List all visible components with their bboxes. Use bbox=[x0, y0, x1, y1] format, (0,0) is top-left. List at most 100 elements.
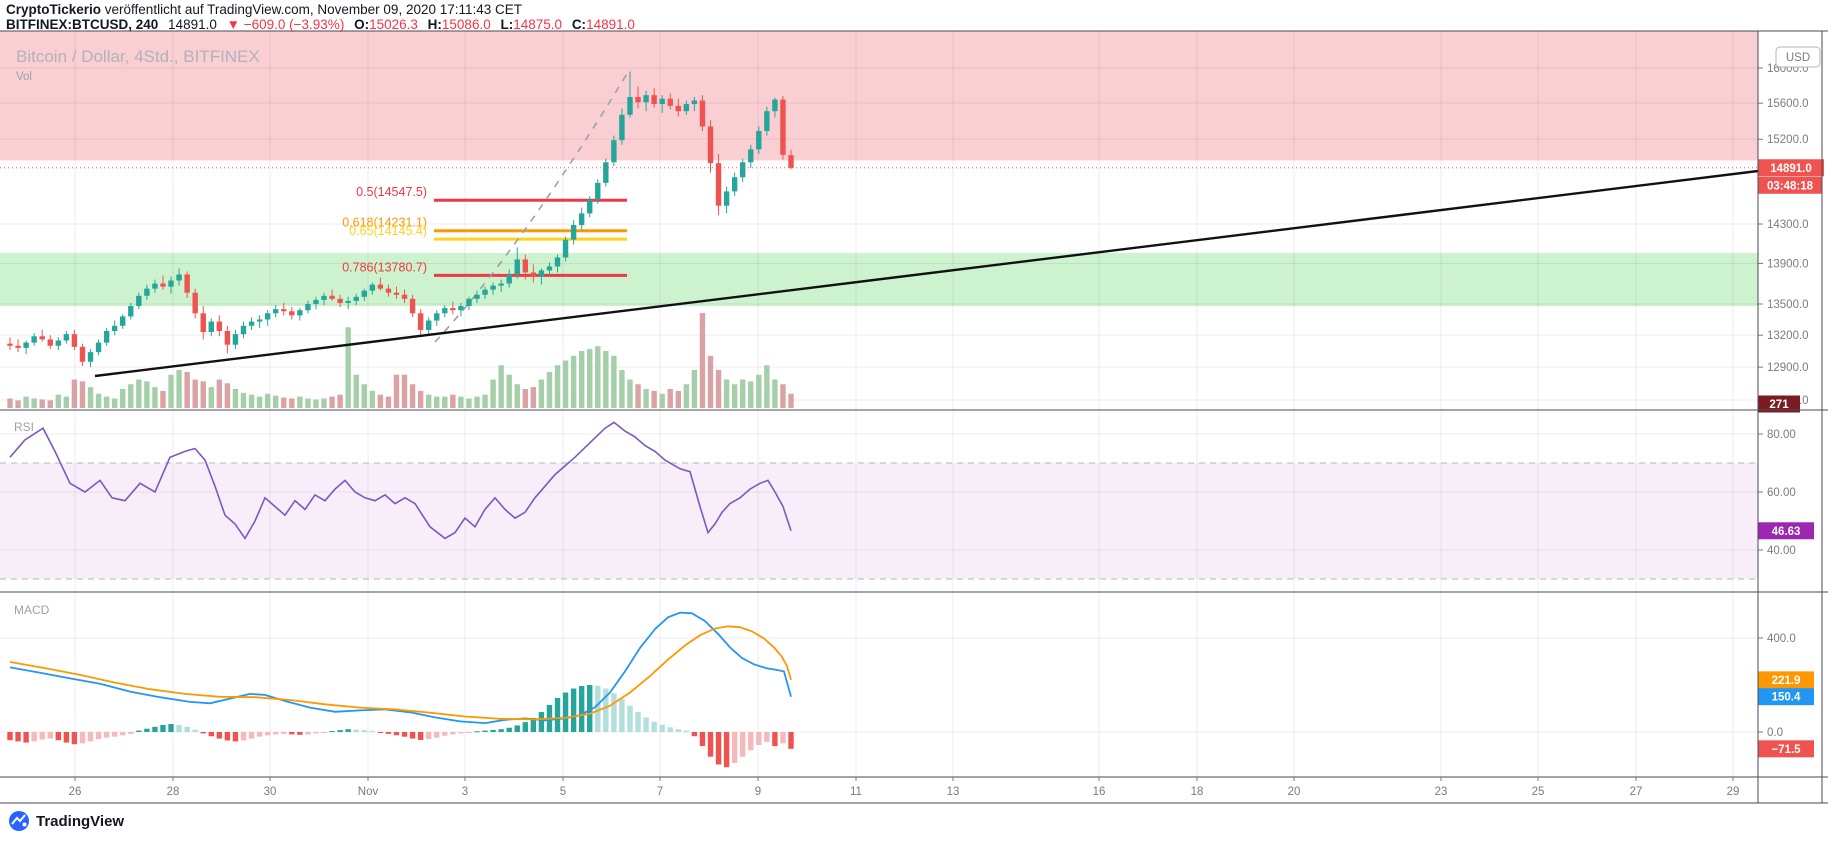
time-tick-label[interactable]: 26 bbox=[69, 786, 82, 798]
macd-histogram-bar bbox=[63, 732, 70, 743]
open-value: 15026.3 bbox=[369, 17, 418, 32]
time-tick-label[interactable]: 20 bbox=[1288, 786, 1301, 798]
macd-histogram-bar bbox=[490, 729, 496, 732]
time-tick-label[interactable]: 11 bbox=[850, 786, 862, 798]
time-tick-label[interactable]: 27 bbox=[1630, 786, 1643, 798]
candle-body bbox=[748, 149, 754, 163]
macd-histogram-bar bbox=[659, 724, 665, 732]
candle-body bbox=[184, 274, 190, 293]
candle-body bbox=[474, 294, 480, 299]
time-tick-label[interactable]: 9 bbox=[755, 786, 761, 798]
macd-histogram-bar bbox=[699, 732, 706, 747]
volume-bar bbox=[659, 393, 665, 408]
volume-bar bbox=[160, 390, 166, 408]
volume-bar bbox=[321, 398, 327, 408]
macd-histogram-bar bbox=[55, 732, 62, 741]
svg-text:271: 271 bbox=[1769, 399, 1789, 411]
candle-body bbox=[79, 346, 86, 362]
candle-body bbox=[281, 309, 287, 312]
macd-histogram-bar bbox=[627, 705, 633, 732]
publish-info: veröffentlicht auf TradingView.com, Nove… bbox=[101, 2, 523, 17]
time-tick-label[interactable]: 28 bbox=[167, 786, 180, 798]
macd-histogram-bar bbox=[305, 732, 311, 735]
candle-body bbox=[176, 274, 182, 281]
author-name: CryptoTickerio bbox=[6, 2, 102, 17]
volume-bar bbox=[281, 397, 287, 408]
volume-bar bbox=[95, 393, 102, 408]
macd-histogram-bar bbox=[393, 732, 400, 736]
macd-histogram-bar bbox=[47, 732, 53, 739]
macd-histogram-bar bbox=[200, 732, 206, 734]
symbol-interval: BITFINEX:BTCUSD, 240 bbox=[6, 17, 159, 32]
candle-body bbox=[546, 266, 553, 271]
candle-body bbox=[103, 331, 110, 343]
fib-label: 0.786(13780.7) bbox=[342, 260, 427, 274]
macd-histogram-bar bbox=[240, 732, 247, 741]
currency-badge[interactable] bbox=[1775, 46, 1821, 68]
macd-histogram-bar bbox=[425, 732, 432, 740]
candle-body bbox=[498, 283, 504, 286]
dashed-trend-guide[interactable] bbox=[434, 71, 629, 343]
macd-histogram-bar bbox=[192, 729, 198, 732]
time-tick-label[interactable]: 30 bbox=[264, 786, 277, 798]
candle-body bbox=[224, 331, 231, 345]
time-tick-label[interactable]: 5 bbox=[560, 786, 566, 798]
volume-bar bbox=[7, 398, 13, 408]
macd-histogram-bar bbox=[434, 732, 440, 738]
candle-body bbox=[434, 313, 440, 321]
candle-body bbox=[506, 274, 512, 284]
candle-body bbox=[160, 283, 166, 287]
currency-label: USD bbox=[1786, 52, 1810, 64]
time-tick-label[interactable]: 18 bbox=[1191, 786, 1204, 798]
time-tick-label[interactable]: 3 bbox=[462, 786, 468, 798]
time-tick-label[interactable]: Nov bbox=[358, 786, 379, 798]
volume-value-label bbox=[1758, 395, 1800, 413]
time-tick-label[interactable]: 29 bbox=[1727, 786, 1740, 798]
candle-body bbox=[353, 296, 359, 301]
time-tick-label[interactable]: 13 bbox=[947, 786, 960, 798]
candle-body bbox=[337, 298, 343, 303]
macd-histogram-bar bbox=[377, 732, 384, 733]
candle-body bbox=[87, 352, 94, 362]
macd-plot bbox=[7, 611, 794, 768]
macd-histogram-bar bbox=[595, 685, 601, 732]
macd-line bbox=[9, 611, 792, 725]
macd-histogram-bar bbox=[667, 727, 673, 732]
candle-body bbox=[345, 300, 351, 303]
volume-bar bbox=[667, 389, 673, 408]
volume-bar bbox=[635, 384, 641, 408]
macd-histogram-bar bbox=[369, 731, 376, 733]
macd-histogram-bar bbox=[603, 688, 609, 732]
candle-body bbox=[144, 288, 150, 296]
candle-body bbox=[192, 292, 198, 314]
macd-histogram-bar bbox=[619, 699, 625, 732]
scale-tick-label: 80.00 bbox=[1767, 429, 1796, 441]
volume-bar bbox=[723, 379, 730, 408]
candle-body bbox=[490, 285, 496, 290]
time-tick-label[interactable]: 16 bbox=[1093, 786, 1106, 798]
macd-histogram-bar bbox=[321, 732, 327, 733]
volume-bar bbox=[425, 394, 432, 408]
time-tick-label[interactable]: 25 bbox=[1532, 786, 1545, 798]
candle-body bbox=[530, 272, 537, 277]
macd-histogram-bar bbox=[128, 732, 134, 734]
pane-labels: Bitcoin / Dollar, 4Std., BITFINEX Vol RSI M… bbox=[14, 47, 260, 617]
macd-histogram-bar bbox=[635, 712, 641, 732]
volume-bar bbox=[345, 327, 351, 408]
volume-bar bbox=[538, 379, 545, 408]
candle-body bbox=[683, 104, 690, 112]
trendline[interactable] bbox=[94, 169, 1759, 378]
volume-bar bbox=[474, 396, 480, 408]
candle-body bbox=[715, 163, 722, 206]
tradingview-logo-icon bbox=[9, 811, 29, 831]
candle-body bbox=[240, 325, 247, 335]
last-price: 14891.0 bbox=[168, 17, 217, 32]
candle-body bbox=[603, 162, 609, 183]
time-tick-label[interactable]: 23 bbox=[1435, 786, 1448, 798]
time-tick-label[interactable]: 7 bbox=[657, 786, 663, 798]
candle-body bbox=[450, 308, 456, 311]
candle-body bbox=[31, 336, 37, 343]
svg-text:150.4: 150.4 bbox=[1772, 692, 1801, 704]
candle-body bbox=[691, 100, 698, 105]
